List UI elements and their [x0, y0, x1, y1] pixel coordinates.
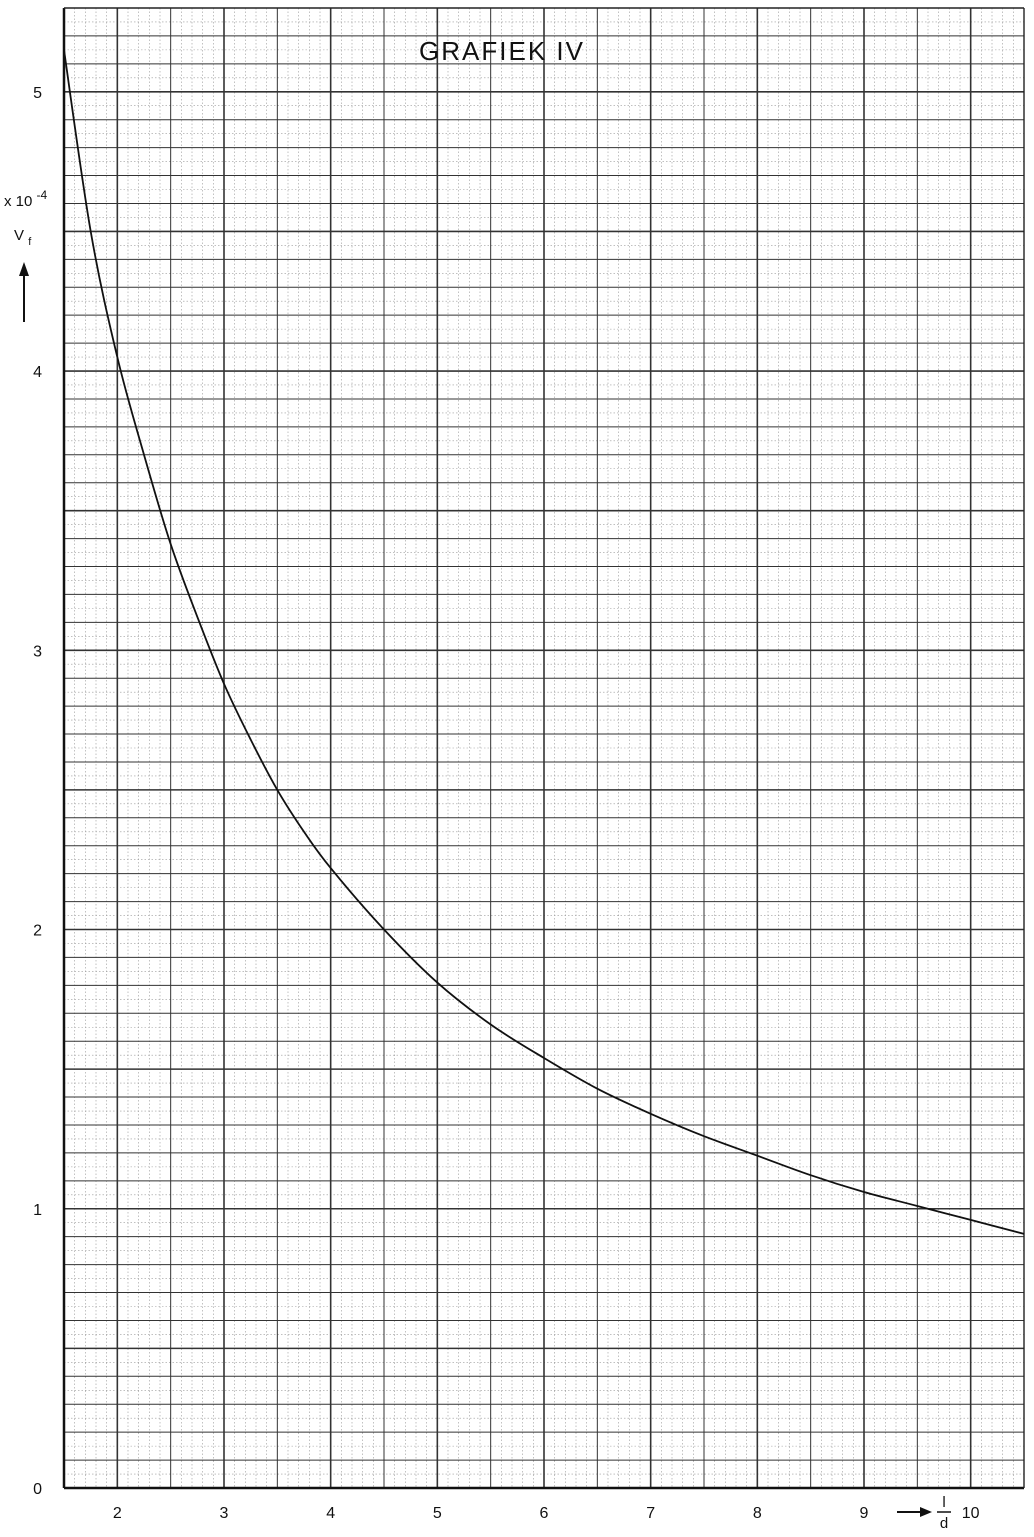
x-tick-label: 5	[433, 1505, 442, 1522]
x-tick-label: 2	[113, 1505, 122, 1522]
y-tick-label: 3	[33, 643, 42, 660]
tick-labels: 2 3 4 5 6 7 8 9 10 0 1 2 3 4 5	[33, 85, 980, 1522]
y-tick-label: 0	[33, 1481, 42, 1498]
y-tick-label: 2	[33, 923, 42, 940]
x-tick-label: 4	[326, 1505, 335, 1522]
y-tick-label: 4	[33, 364, 42, 381]
y-tick-label: 5	[33, 85, 42, 102]
series-line	[63, 49, 1025, 1235]
x-tick-label: 6	[540, 1505, 549, 1522]
y-tick-label: 1	[33, 1202, 42, 1219]
y-multiplier-exponent: -4	[37, 188, 48, 202]
x-axis-arrow-icon	[897, 1507, 932, 1517]
grid	[63, 7, 1025, 1489]
y-axis-multiplier: x 10 -4	[4, 188, 48, 210]
axes	[62, 7, 1025, 1490]
x-label-denominator: d	[940, 1515, 948, 1532]
chart-title: GRAFIEK IV	[419, 36, 585, 66]
y-label-main: V	[14, 227, 24, 244]
y-label-subscript: f	[28, 236, 32, 248]
y-axis-arrow-icon	[19, 262, 29, 322]
x-tick-label: 10	[962, 1505, 980, 1522]
x-tick-label: 9	[860, 1505, 869, 1522]
x-tick-label: 3	[220, 1505, 229, 1522]
x-tick-label: 7	[646, 1505, 655, 1522]
y-axis-label: V f	[14, 227, 32, 248]
x-label-numerator: l	[942, 1494, 945, 1511]
y-multiplier-base: x 10	[4, 193, 32, 210]
x-tick-label: 8	[753, 1505, 762, 1522]
